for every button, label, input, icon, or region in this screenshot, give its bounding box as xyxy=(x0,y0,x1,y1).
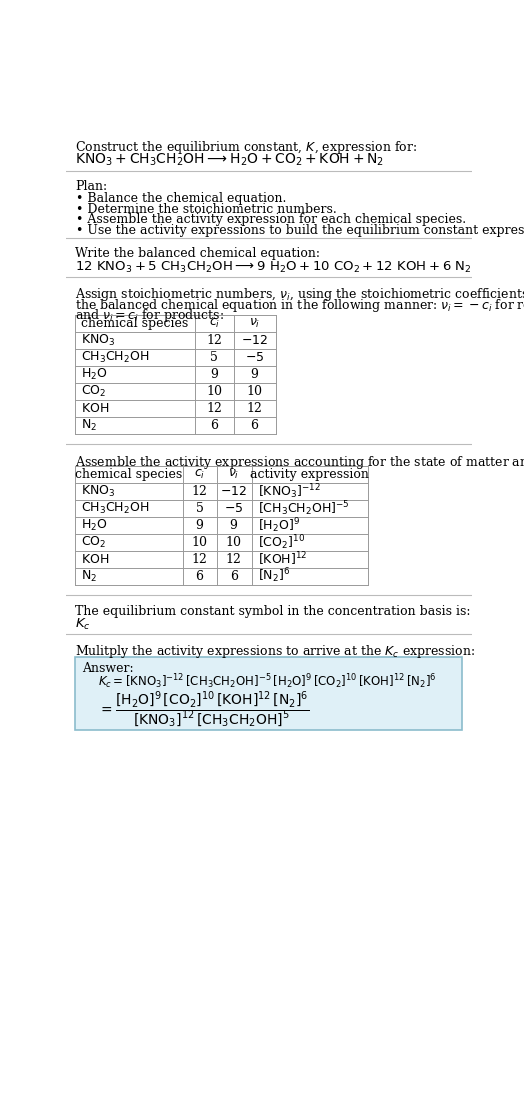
Text: $-12$: $-12$ xyxy=(220,485,247,498)
Text: 10: 10 xyxy=(206,385,222,398)
Text: Plan:: Plan: xyxy=(75,180,107,193)
Text: 6: 6 xyxy=(250,419,259,432)
Text: and $\nu_i = c_i$ for products:: and $\nu_i = c_i$ for products: xyxy=(75,307,224,325)
Text: The equilibrium constant symbol in the concentration basis is:: The equilibrium constant symbol in the c… xyxy=(75,604,471,618)
Text: 12: 12 xyxy=(226,552,242,566)
Text: 12: 12 xyxy=(192,552,208,566)
Text: 9: 9 xyxy=(250,368,258,381)
Text: $[\mathrm{CH_3CH_2OH}]^{-5}$: $[\mathrm{CH_3CH_2OH}]^{-5}$ xyxy=(258,499,350,518)
Text: 12: 12 xyxy=(206,402,222,414)
Text: 5: 5 xyxy=(195,502,203,515)
Text: 5: 5 xyxy=(210,351,218,364)
Text: $\nu_i$: $\nu_i$ xyxy=(249,317,260,330)
Text: $\mathrm{12\ KNO_3 + 5\ CH_3CH_2OH \longrightarrow 9\ H_2O + 10\ CO_2 + 12\ KOH : $\mathrm{12\ KNO_3 + 5\ CH_3CH_2OH \long… xyxy=(75,260,472,275)
Text: Construct the equilibrium constant, $K$, expression for:: Construct the equilibrium constant, $K$,… xyxy=(75,139,417,156)
Text: $\mathrm{KOH}$: $\mathrm{KOH}$ xyxy=(81,402,109,414)
Text: $\mathrm{KOH}$: $\mathrm{KOH}$ xyxy=(81,552,109,566)
Text: Assemble the activity expressions accounting for the state of matter and $\nu_i$: Assemble the activity expressions accoun… xyxy=(75,454,524,471)
Text: Write the balanced chemical equation:: Write the balanced chemical equation: xyxy=(75,248,320,261)
Text: $K_c = [\mathrm{KNO_3}]^{-12}\,[\mathrm{CH_3CH_2OH}]^{-5}\,[\mathrm{H_2O}]^{9}\,: $K_c = [\mathrm{KNO_3}]^{-12}\,[\mathrm{… xyxy=(98,672,436,691)
Text: $\mathrm{CH_3CH_2OH}$: $\mathrm{CH_3CH_2OH}$ xyxy=(81,501,149,516)
Text: • Assemble the activity expression for each chemical species.: • Assemble the activity expression for e… xyxy=(77,213,466,227)
Text: Assign stoichiometric numbers, $\nu_i$, using the stoichiometric coefficients, $: Assign stoichiometric numbers, $\nu_i$, … xyxy=(75,286,524,303)
Text: 10: 10 xyxy=(226,536,242,549)
Text: 6: 6 xyxy=(195,569,204,582)
Text: the balanced chemical equation in the following manner: $\nu_i = -c_i$ for react: the balanced chemical equation in the fo… xyxy=(75,296,524,314)
Text: 12: 12 xyxy=(192,485,208,498)
Text: $\mathrm{KNO_3}$: $\mathrm{KNO_3}$ xyxy=(81,484,115,499)
Text: Mulitply the activity expressions to arrive at the $K_c$ expression:: Mulitply the activity expressions to arr… xyxy=(75,643,475,660)
Text: $\mathrm{H_2O}$: $\mathrm{H_2O}$ xyxy=(81,518,107,533)
Text: • Use the activity expressions to build the equilibrium constant expression.: • Use the activity expressions to build … xyxy=(77,224,524,238)
Text: $-5$: $-5$ xyxy=(224,502,243,515)
Text: $[\mathrm{N_2}]^{6}$: $[\mathrm{N_2}]^{6}$ xyxy=(258,567,290,586)
Text: $c_i$: $c_i$ xyxy=(194,467,205,481)
Text: 6: 6 xyxy=(230,569,238,582)
Text: chemical species: chemical species xyxy=(75,469,183,481)
Text: 12: 12 xyxy=(206,334,222,347)
Text: $[\mathrm{KNO_3}]^{-12}$: $[\mathrm{KNO_3}]^{-12}$ xyxy=(258,482,321,501)
Text: $\mathrm{N_2}$: $\mathrm{N_2}$ xyxy=(81,569,97,583)
Text: $\mathrm{CO_2}$: $\mathrm{CO_2}$ xyxy=(81,535,106,550)
Text: 9: 9 xyxy=(230,519,237,532)
Text: $= \dfrac{[\mathrm{H_2O}]^{9}\,[\mathrm{CO_2}]^{10}\,[\mathrm{KOH}]^{12}\,[\math: $= \dfrac{[\mathrm{H_2O}]^{9}\,[\mathrm{… xyxy=(98,690,309,729)
Text: $\mathrm{CO_2}$: $\mathrm{CO_2}$ xyxy=(81,383,106,399)
Text: • Determine the stoichiometric numbers.: • Determine the stoichiometric numbers. xyxy=(77,202,337,215)
Text: 9: 9 xyxy=(210,368,218,381)
Text: 10: 10 xyxy=(247,385,263,398)
Text: $\mathrm{CH_3CH_2OH}$: $\mathrm{CH_3CH_2OH}$ xyxy=(81,350,149,365)
Text: $\mathrm{KNO_3 + CH_3CH_2OH \longrightarrow H_2O + CO_2 + KOH + N_2}$: $\mathrm{KNO_3 + CH_3CH_2OH \longrightar… xyxy=(75,151,384,168)
Text: $[\mathrm{KOH}]^{12}$: $[\mathrm{KOH}]^{12}$ xyxy=(258,550,307,568)
Text: $\mathrm{H_2O}$: $\mathrm{H_2O}$ xyxy=(81,367,107,382)
Text: activity expression: activity expression xyxy=(250,469,369,481)
Text: chemical species: chemical species xyxy=(81,317,188,330)
Text: $\nu_i$: $\nu_i$ xyxy=(228,467,239,481)
Text: • Balance the chemical equation.: • Balance the chemical equation. xyxy=(77,192,287,204)
FancyBboxPatch shape xyxy=(75,657,462,730)
Text: 12: 12 xyxy=(247,402,263,414)
Text: $c_i$: $c_i$ xyxy=(209,317,220,330)
Text: $-12$: $-12$ xyxy=(241,334,268,347)
Text: $[\mathrm{H_2O}]^{9}$: $[\mathrm{H_2O}]^{9}$ xyxy=(258,516,300,535)
Text: $\mathrm{KNO_3}$: $\mathrm{KNO_3}$ xyxy=(81,333,115,348)
Text: $\mathrm{N_2}$: $\mathrm{N_2}$ xyxy=(81,418,97,433)
Text: $[\mathrm{CO_2}]^{10}$: $[\mathrm{CO_2}]^{10}$ xyxy=(258,533,305,551)
Text: $K_c$: $K_c$ xyxy=(75,617,91,632)
Text: 10: 10 xyxy=(192,536,208,549)
Text: Answer:: Answer: xyxy=(83,662,134,674)
Text: 6: 6 xyxy=(210,419,219,432)
Text: 9: 9 xyxy=(195,519,203,532)
Text: $-5$: $-5$ xyxy=(245,351,264,364)
